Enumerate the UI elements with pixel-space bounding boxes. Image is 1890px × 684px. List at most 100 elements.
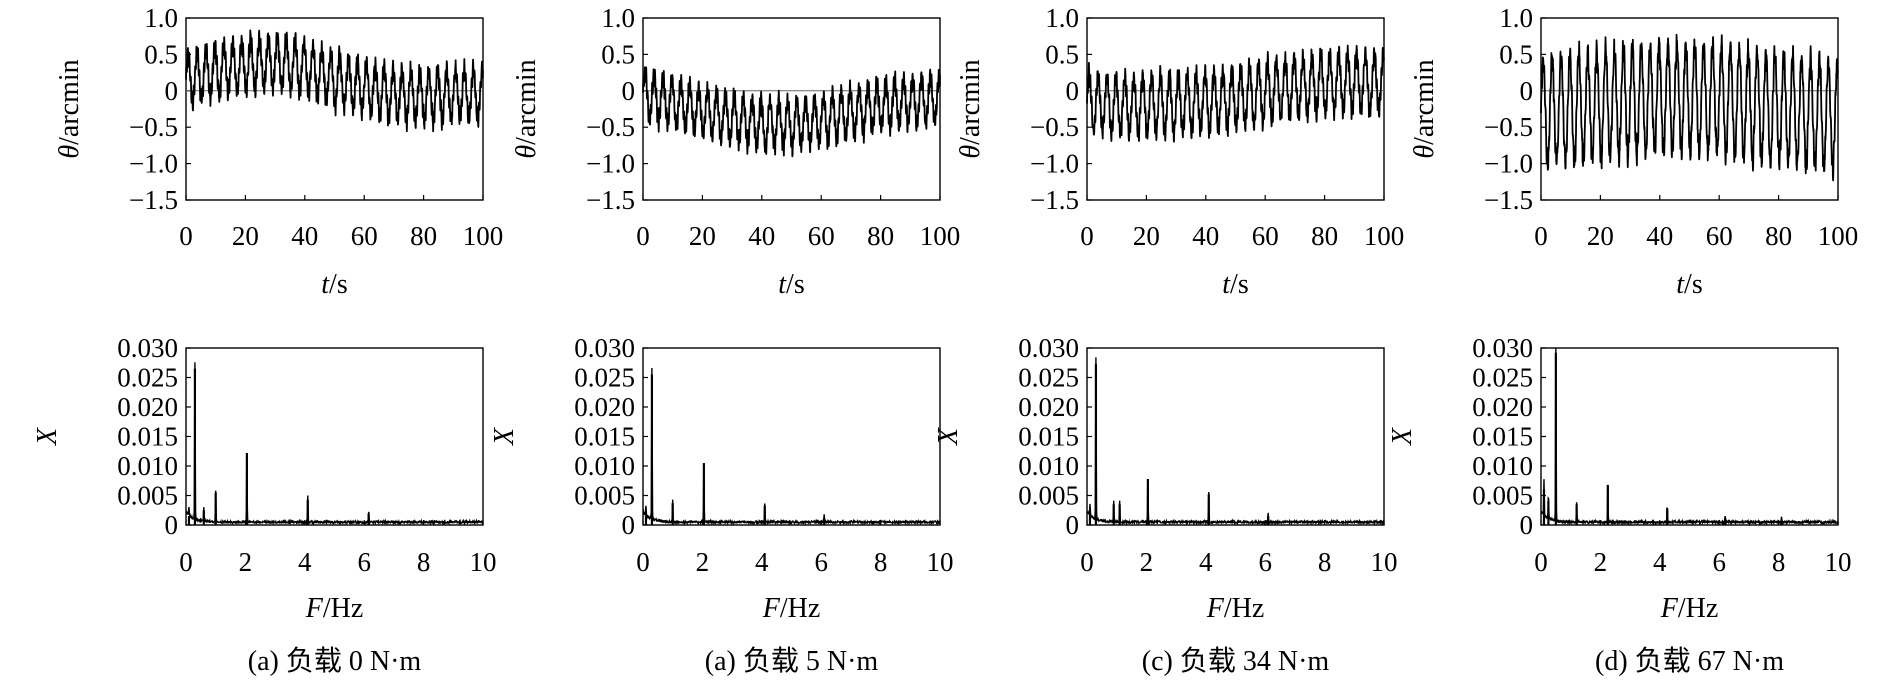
y-axis-variable: X (1387, 427, 1418, 446)
x-axis-variable: F (305, 593, 324, 624)
y-tick-label: 0 (1066, 76, 1080, 106)
y-tick-label: 0.005 (1472, 481, 1533, 511)
x-tick-label: 0 (1080, 547, 1094, 577)
x-tick-label: 0 (179, 547, 193, 577)
y-tick-label: 1.0 (1499, 3, 1533, 33)
y-axis-variable: θ (54, 145, 85, 159)
x-tick-label: 20 (1133, 221, 1160, 251)
x-axis-variable: t (778, 269, 787, 300)
y-tick-label: 1.0 (1045, 3, 1079, 33)
y-tick-label: 0.015 (117, 422, 178, 452)
x-tick-label: 0 (636, 547, 650, 577)
subplot-time-4: −1.5 −1.0 −0.5 0 0.5 1.0 0 20 40 60 80 100 t/s θ/arcm… (1409, 3, 1858, 300)
x-axis-label: F/Hz (1660, 593, 1719, 624)
x-tick-label: 100 (920, 221, 961, 251)
x-tick-label: 40 (1646, 221, 1673, 251)
y-tick-label: 0.025 (117, 363, 178, 393)
x-axis-unit: /Hz (1678, 593, 1718, 624)
y-tick-label: 0 (1520, 510, 1534, 540)
spectrum-line (185, 362, 484, 526)
y-tick-label: 0.015 (1472, 422, 1533, 452)
x-tick-label: 20 (232, 221, 259, 251)
y-tick-label: 0.5 (601, 39, 635, 69)
subplot-time-3: −1.5 −1.0 −0.5 0 0.5 1.0 0 20 40 60 80 100 t/s θ/arcm… (955, 3, 1404, 300)
x-tick-label: 4 (298, 547, 312, 577)
x-axis-unit: /Hz (780, 593, 820, 624)
x-axis-label: F/Hz (305, 593, 364, 624)
y-tick-label: 0.010 (117, 451, 178, 481)
y-axis-unit: /arcmin (955, 59, 986, 145)
y-axis-label: X (933, 427, 964, 446)
x-axis-variable: t (1222, 269, 1231, 300)
x-tick-label: 60 (1252, 221, 1279, 251)
plot-frame (642, 17, 941, 201)
panel-caption: (a) 负载 5 N·m (705, 645, 879, 677)
y-tick-label: −0.5 (1484, 112, 1533, 142)
plot-frame (185, 17, 484, 201)
plot-frame (1086, 17, 1385, 201)
x-tick-label: 0 (1534, 221, 1548, 251)
x-axis-unit: /s (1230, 269, 1249, 300)
y-tick-label: 0.030 (1472, 333, 1533, 363)
y-axis-label: X (489, 427, 520, 446)
x-axis-label: F/Hz (1206, 593, 1265, 624)
series-line (185, 29, 484, 133)
x-tick-label: 10 (470, 547, 497, 577)
y-axis-variable: X (489, 427, 520, 446)
y-tick-label: −1.0 (1030, 149, 1079, 179)
x-axis-label: t/s (778, 269, 804, 300)
x-tick-label: 4 (755, 547, 769, 577)
y-tick-label: 0.030 (117, 333, 178, 363)
x-tick-label: 0 (1534, 547, 1548, 577)
y-tick-label: 0.5 (144, 39, 178, 69)
x-tick-label: 8 (1318, 547, 1332, 577)
y-tick-label: 0.025 (1018, 363, 1079, 393)
x-axis-label: F/Hz (762, 593, 821, 624)
x-tick-label: 100 (1818, 221, 1859, 251)
y-tick-label: 0.010 (574, 451, 635, 481)
y-tick-label: 0.005 (1018, 481, 1079, 511)
y-axis-unit: /arcmin (1409, 59, 1440, 145)
series-line (1086, 44, 1385, 143)
plot-frame (1540, 347, 1839, 526)
spectrum-line (1540, 347, 1839, 526)
x-tick-label: 4 (1199, 547, 1213, 577)
y-axis-variable: θ (955, 145, 986, 159)
subplot-time-2: −1.5 −1.0 −0.5 0 0.5 1.0 0 20 40 60 80 100 t/s θ/arcm… (511, 3, 960, 300)
panel-caption: (a) 负载 0 N·m (248, 645, 422, 677)
x-axis-variable: t (1676, 269, 1685, 300)
y-tick-label: 0.020 (574, 392, 635, 422)
y-tick-label: −0.5 (1030, 112, 1079, 142)
y-tick-label: −1.0 (1484, 149, 1533, 179)
y-axis-variable: θ (511, 145, 542, 159)
y-tick-label: 0.005 (117, 481, 178, 511)
x-tick-label: 40 (748, 221, 775, 251)
x-tick-label: 2 (239, 547, 253, 577)
y-axis-unit: /arcmin (511, 59, 542, 145)
y-tick-label: 0.030 (1018, 333, 1079, 363)
x-tick-label: 10 (1825, 547, 1852, 577)
y-tick-label: −0.5 (586, 112, 635, 142)
y-axis-label: X (32, 427, 63, 446)
y-tick-label: 0.015 (574, 422, 635, 452)
y-tick-label: 1.0 (601, 3, 635, 33)
x-tick-label: 80 (410, 221, 437, 251)
x-tick-label: 2 (696, 547, 710, 577)
y-tick-label: 0.025 (574, 363, 635, 393)
y-tick-label: 0 (1066, 510, 1080, 540)
y-axis-unit: /arcmin (54, 59, 85, 145)
y-tick-label: 0.015 (1018, 422, 1079, 452)
x-tick-label: 40 (291, 221, 318, 251)
x-tick-label: 10 (927, 547, 954, 577)
x-tick-label: 80 (1311, 221, 1338, 251)
y-tick-label: −1.5 (1030, 185, 1079, 215)
series-line (642, 66, 941, 158)
x-tick-label: 6 (1712, 547, 1726, 577)
y-tick-label: 0 (622, 510, 636, 540)
y-tick-label: 0.010 (1472, 451, 1533, 481)
x-tick-label: 0 (179, 221, 193, 251)
subplot-time-1: −1.5 −1.0 −0.5 0 0.5 1.0 0 20 40 60 80 100 t/s θ/arcm… (54, 3, 503, 300)
y-tick-label: 0.010 (1018, 451, 1079, 481)
y-axis-variable: X (933, 427, 964, 446)
